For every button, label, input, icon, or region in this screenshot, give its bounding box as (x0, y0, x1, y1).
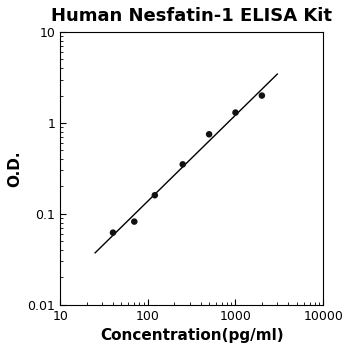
Y-axis label: O.D.: O.D. (7, 150, 22, 187)
Point (132, 219, 137, 224)
Point (259, 93, 265, 98)
Point (110, 230, 116, 236)
Point (152, 193, 158, 198)
Point (206, 132, 212, 137)
Point (233, 110, 238, 116)
X-axis label: Concentration(pg/ml): Concentration(pg/ml) (100, 328, 284, 343)
Point (180, 162, 186, 167)
Title: Human Nesfatin-1 ELISA Kit: Human Nesfatin-1 ELISA Kit (51, 7, 332, 25)
